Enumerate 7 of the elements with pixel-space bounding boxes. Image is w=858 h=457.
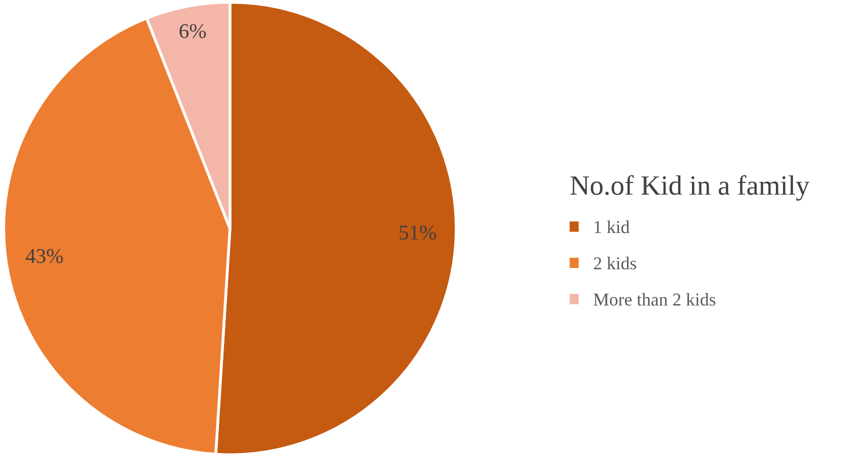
legend-label: 1 kid: [594, 220, 630, 234]
data-label: 6%: [180, 24, 206, 38]
data-label: 43%: [26, 249, 63, 264]
legend-title: No.of Kid in a family: [570, 175, 810, 201]
data-label: 51%: [400, 226, 436, 240]
legend-label: 2 kids: [594, 256, 636, 270]
legend-label: More than 2 kids: [594, 292, 716, 306]
